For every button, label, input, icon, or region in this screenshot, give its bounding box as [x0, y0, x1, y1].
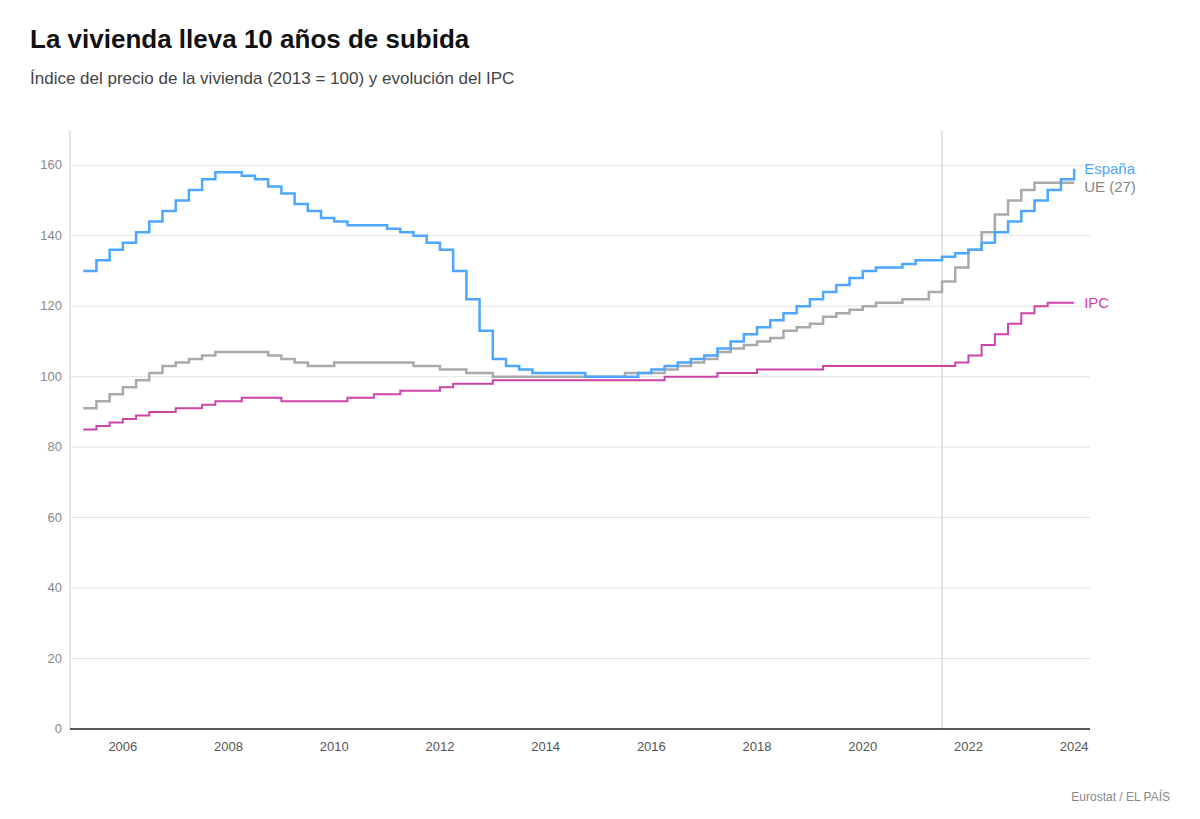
plot-area: [83, 169, 1074, 430]
x-tick-label: 2012: [425, 739, 454, 754]
grid-line: [70, 658, 1090, 659]
y-tick-label: 60: [48, 510, 62, 525]
y-tick-label: 120: [40, 298, 62, 313]
source: Eurostat / EL PAÍS: [1071, 789, 1170, 804]
step-line: [83, 169, 1074, 377]
grid-line: [70, 729, 1090, 730]
y-tick-label: 140: [40, 228, 62, 243]
x-tick-label: 2022: [954, 739, 983, 754]
x-tick-label: 2014: [531, 739, 560, 754]
series-label: IPC: [1084, 294, 1109, 311]
series-label: UE (27): [1084, 178, 1136, 195]
y-tick-label: 160: [40, 157, 62, 172]
step-line: [83, 183, 1074, 409]
grid-line: [70, 235, 1090, 236]
x-tick-label: 2016: [637, 739, 666, 754]
grid-line: [70, 447, 1090, 448]
grid-line: [70, 165, 1090, 166]
x-tick-label: 2010: [320, 739, 349, 754]
y-tick-label: 20: [48, 651, 62, 666]
x-axis-line: [70, 728, 1090, 730]
chart: La vivienda lleva 10 años de subida Índic…: [0, 0, 1200, 819]
x-tick-label: 2020: [848, 739, 877, 754]
subtitle: Índice del precio de la vivienda (2013 =…: [30, 69, 514, 88]
y-tick-label: 40: [48, 580, 62, 595]
series-label: España: [1084, 160, 1136, 177]
y-tick-label: 80: [48, 439, 62, 454]
y-tick-label: 0: [55, 721, 62, 736]
y-tick-label: 100: [40, 369, 62, 384]
step-line: [83, 303, 1074, 430]
grid-line: [70, 517, 1090, 518]
title: La vivienda lleva 10 años de subida: [30, 24, 470, 54]
grid-line: [70, 588, 1090, 589]
x-tick-label: 2018: [743, 739, 772, 754]
grid: [70, 165, 1090, 729]
x-tick-label: 2006: [108, 739, 137, 754]
x-tick-label: 2008: [214, 739, 243, 754]
reference-line: [942, 130, 943, 729]
y-axis-line: [70, 130, 71, 729]
grid-line: [70, 306, 1090, 307]
x-tick-label: 2024: [1060, 739, 1089, 754]
